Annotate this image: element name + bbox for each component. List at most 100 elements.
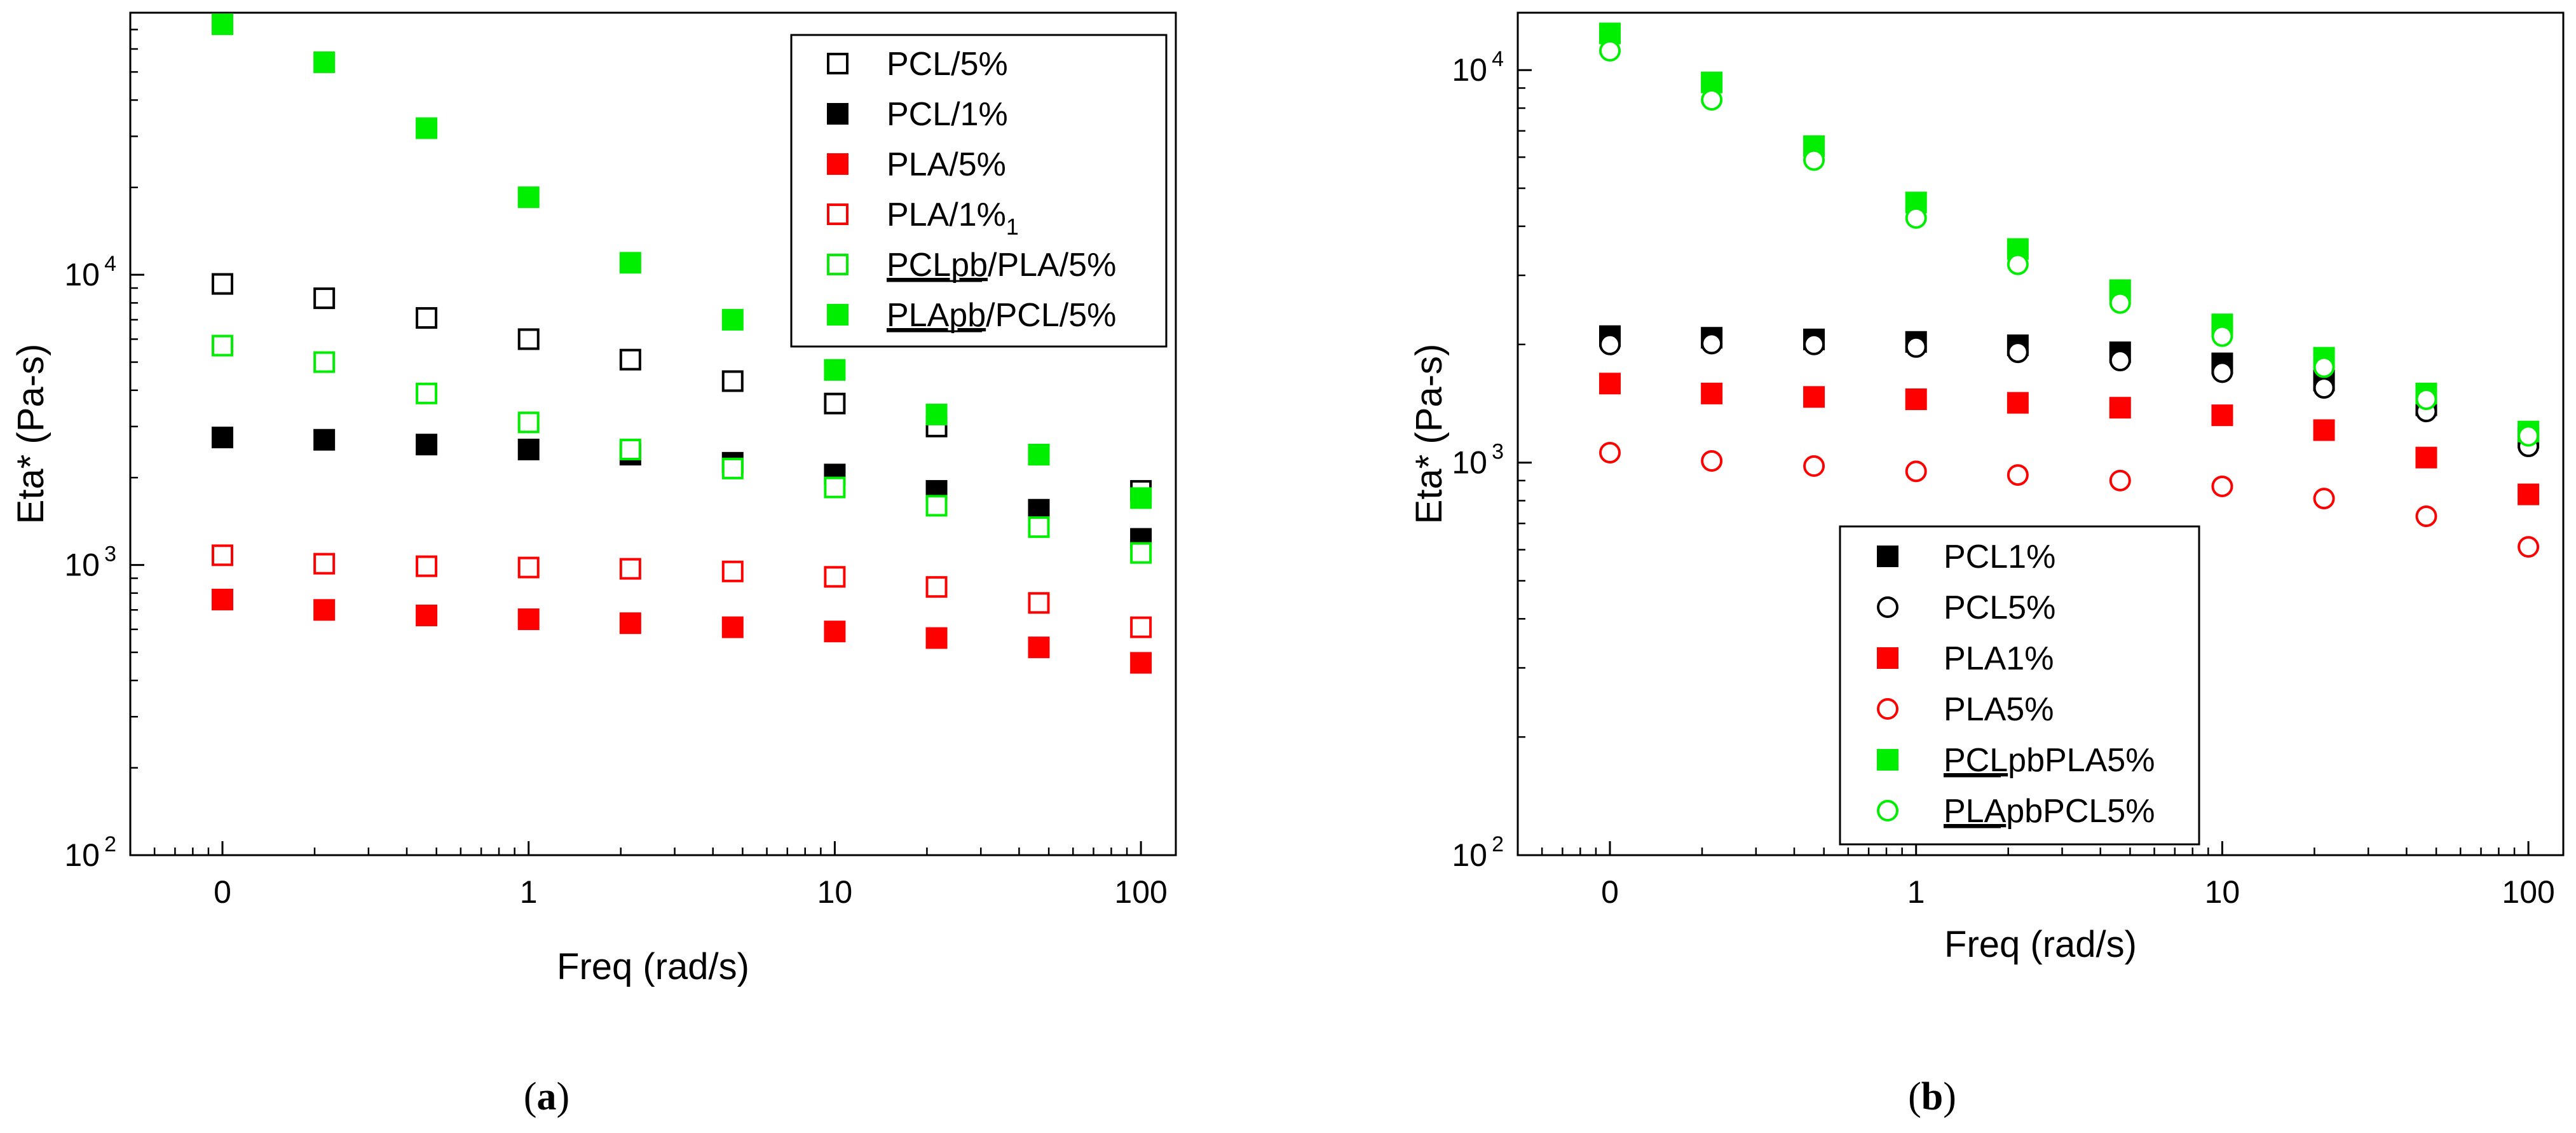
data-point [721, 370, 744, 392]
legend-label-text: PCL5% [1944, 589, 2055, 626]
legend-entry: PCL/5% [827, 46, 1008, 83]
data-point [925, 495, 948, 517]
data-point [721, 457, 744, 479]
legend-label: PLApbPCL5% [1944, 793, 2155, 830]
x-tick-label: 10 [817, 874, 853, 910]
data-point [2109, 397, 2131, 419]
y-tick-label-exponent: 3 [104, 542, 116, 566]
data-point [824, 476, 846, 498]
legend-label-rest: pbPLA5% [2008, 742, 2155, 779]
legend-entry: PLApb/PCL/5% [827, 297, 1116, 334]
series-PLApbPCL5% [1599, 39, 2540, 447]
data-point [313, 287, 336, 310]
legend-entry: PLA1% [1877, 640, 2054, 677]
data-point [212, 427, 234, 449]
legend-entry: PCLpbPLA5% [1877, 742, 2155, 779]
data-point [1701, 333, 1723, 355]
data-point [2109, 469, 2131, 491]
y-axis-label: Eta* (Pa-s) [1408, 344, 1450, 525]
data-point [1905, 388, 1927, 410]
legend-label-text: PLA5% [1944, 691, 2054, 728]
data-point [212, 544, 234, 566]
data-point [1905, 460, 1927, 483]
data-point [1599, 441, 1621, 464]
legend-label-text: PLA1% [1944, 640, 2054, 677]
data-point [212, 588, 234, 610]
data-point [2211, 361, 2233, 383]
y-tick-label-exponent: 4 [1492, 47, 1504, 71]
panel-label-letter: a [537, 1075, 557, 1118]
x-tick-label: 10 [2205, 874, 2240, 910]
data-point [517, 328, 540, 350]
data-point [2007, 341, 2029, 364]
data-point [2313, 377, 2335, 399]
data-point [1599, 39, 1621, 62]
legend-label: PLA5% [1944, 691, 2054, 728]
series-PLA5% [1599, 441, 2540, 558]
data-point [2007, 392, 2029, 414]
legend-label-rest: /PCL/5% [986, 297, 1116, 334]
x-tick-label: 100 [1114, 874, 1167, 910]
panel-label-close: ) [1943, 1075, 1956, 1118]
data-point [313, 599, 336, 621]
data-point [1701, 382, 1723, 404]
panel-label: (a) [524, 1075, 569, 1118]
data-point [416, 382, 438, 404]
y-tick-label-exponent: 2 [1492, 832, 1504, 856]
data-point [2109, 292, 2131, 314]
data-point [416, 604, 438, 626]
legend-label-underlined: PLA [1944, 793, 2007, 830]
legend-label-text: PLA/5% [887, 146, 1006, 183]
data-point [1701, 88, 1723, 111]
data-point [2007, 464, 2029, 486]
x-tick-label: 0 [214, 874, 231, 910]
data-point [1803, 333, 1825, 355]
legend-box [790, 34, 1168, 348]
data-point [212, 13, 234, 36]
x-axis-label: Freq (rad/s) [1944, 924, 2137, 965]
data-point [2211, 404, 2233, 427]
data-point [313, 51, 336, 73]
legend-marker [827, 103, 848, 125]
data-point [721, 616, 744, 638]
series-PLA1% [1599, 373, 2540, 505]
legend-label-underlined: PCL [1944, 742, 2008, 779]
y-tick-label-exponent: 2 [104, 832, 116, 856]
legend-label: PCL5% [1944, 589, 2055, 626]
legend-marker [827, 203, 848, 225]
series-PCLpb/PLA/5% [212, 334, 1152, 564]
data-point [824, 359, 846, 381]
data-point [2211, 475, 2233, 497]
data-point [517, 608, 540, 630]
data-point [2313, 356, 2335, 378]
legend-box [1839, 525, 2200, 846]
series-PLA/1% [212, 544, 1152, 638]
y-tick-label-base: 10 [64, 257, 100, 292]
data-point [416, 555, 438, 577]
legend-label: PLApb/PCL/5% [887, 297, 1116, 334]
data-point [2313, 488, 2335, 510]
panel-label-open: ( [524, 1075, 537, 1118]
panel-label: (b) [1908, 1075, 1956, 1118]
series-PLApb/PCL/5% [212, 13, 1152, 509]
data-point [2518, 536, 2540, 558]
data-point [824, 566, 846, 588]
data-point [619, 252, 641, 274]
data-point [1130, 616, 1152, 638]
legend-entry: PLA5% [1877, 691, 2054, 728]
data-point [416, 307, 438, 329]
plot-frame [129, 11, 1177, 856]
legend-marker [827, 304, 848, 326]
legend-marker [1877, 596, 1898, 618]
y-minor-ticks [130, 11, 138, 769]
data-point [517, 186, 540, 209]
y-tick-label-exponent: 4 [104, 252, 116, 276]
data-point [2415, 388, 2437, 410]
data-point [2518, 483, 2540, 505]
legend-marker [1877, 749, 1898, 771]
data-point [1905, 207, 1927, 229]
legend-label-text: PLA/1% [887, 196, 1006, 233]
legend-label: PCL1% [1944, 539, 2055, 575]
